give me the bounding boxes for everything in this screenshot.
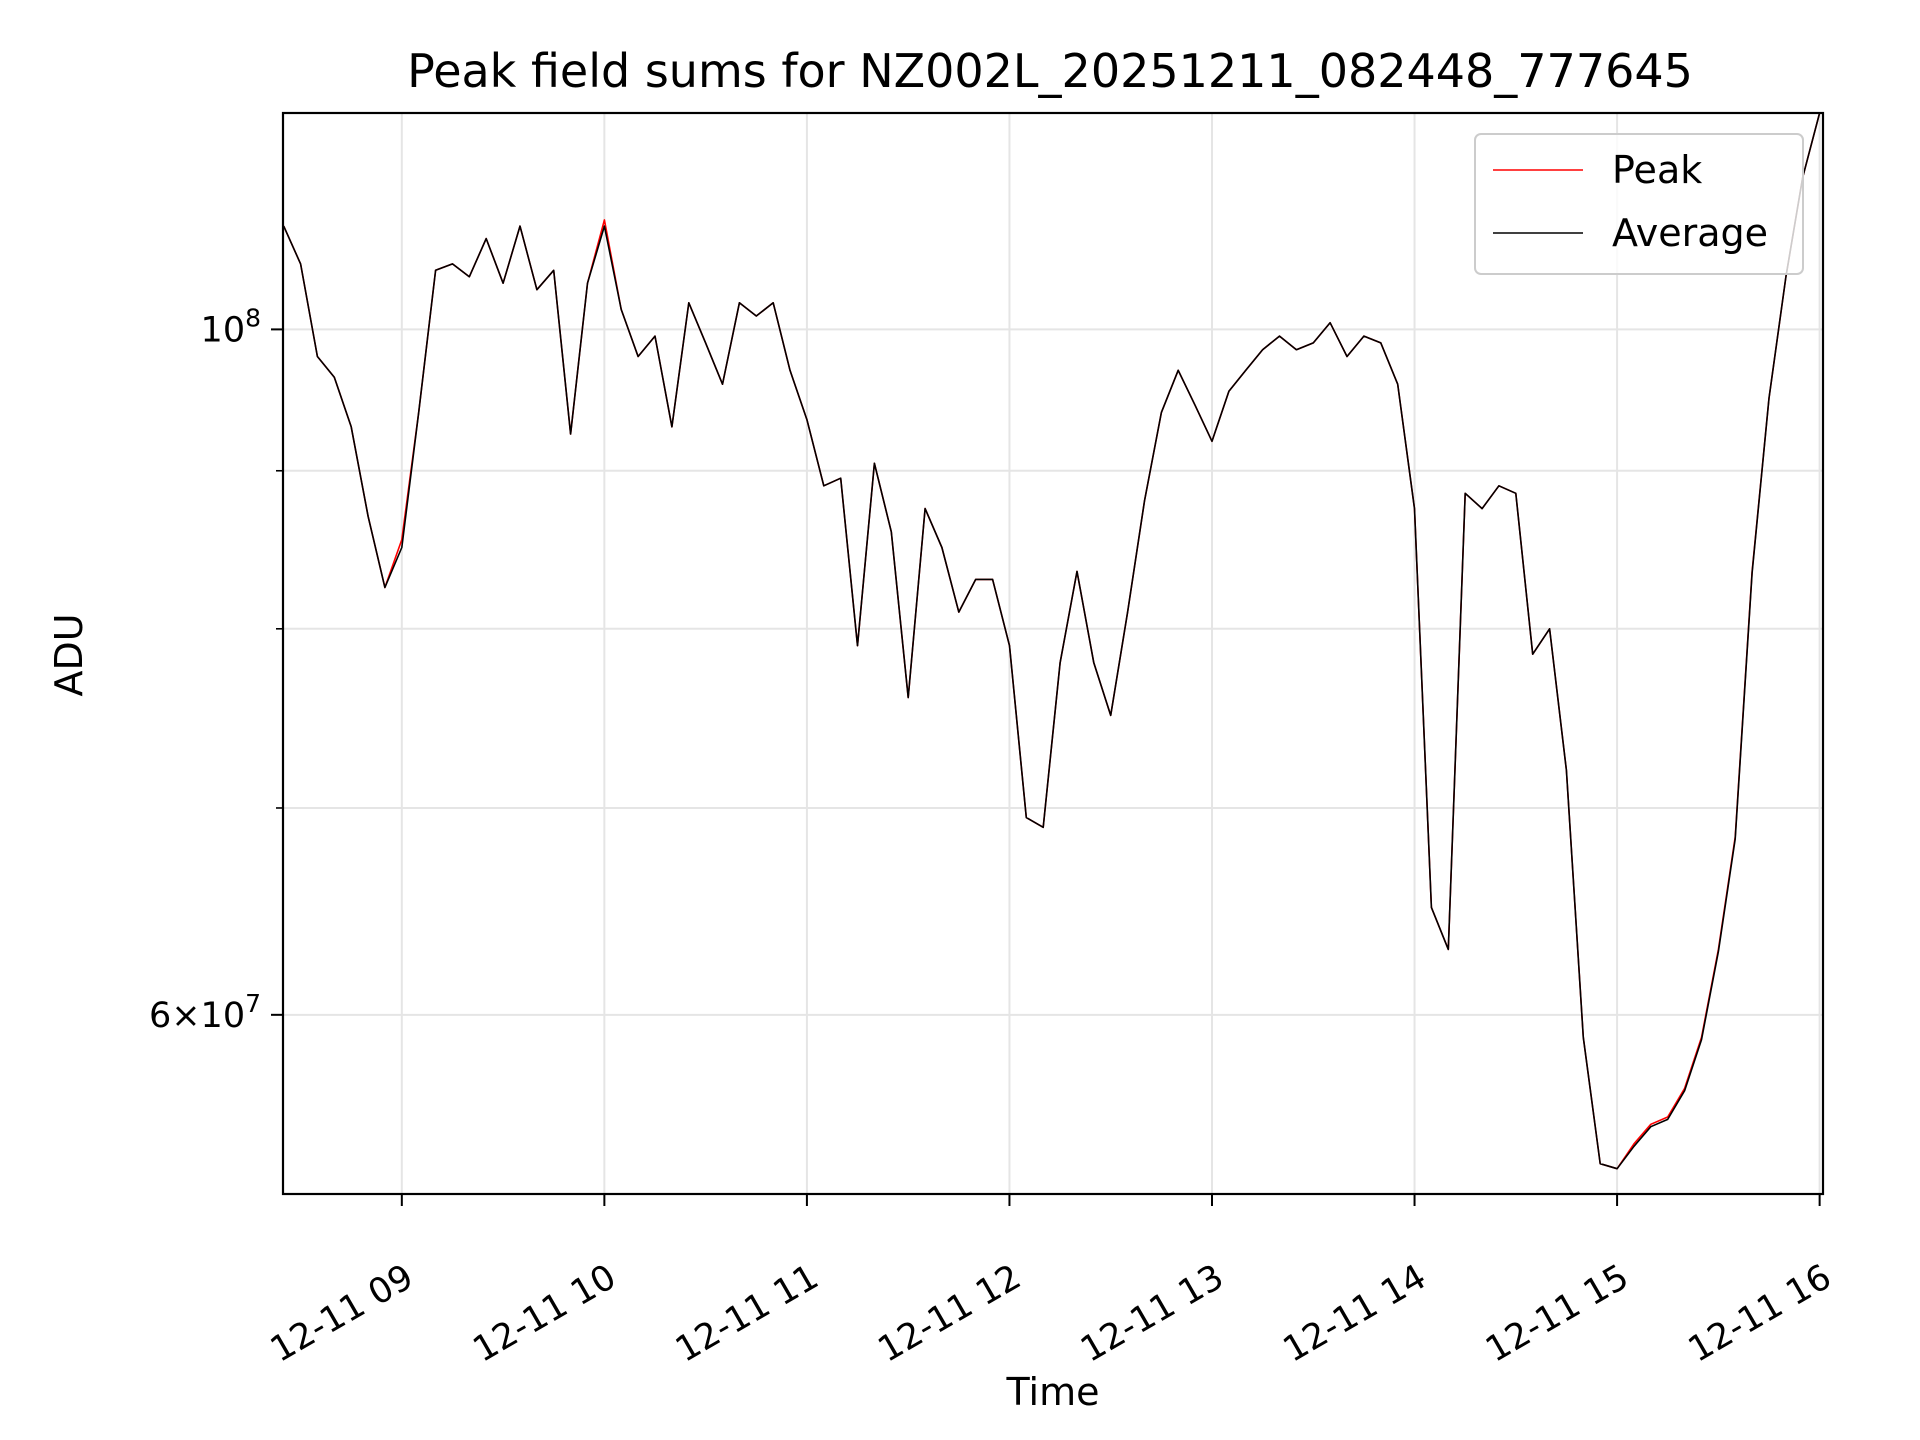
x-axis-label: Time	[1006, 1370, 1100, 1414]
y-tick-label: 108	[201, 303, 261, 350]
chart-title: Peak field sums for NZ002L_20251211_0824…	[407, 44, 1693, 98]
grid	[283, 113, 1823, 1194]
series-line-average	[282, 112, 1821, 1170]
legend: Peak Average	[1474, 133, 1804, 275]
legend-peak-label: Peak	[1612, 148, 1702, 192]
y-tick-label: 6×107	[149, 989, 261, 1036]
series-lines	[282, 112, 1821, 1170]
legend-box	[1474, 133, 1804, 275]
y-axis-label: ADU	[47, 613, 91, 696]
plot-frame	[281, 111, 1825, 1196]
y-axis-ticks: 108 6×107	[149, 303, 283, 1036]
legend-average-label: Average	[1612, 211, 1768, 255]
